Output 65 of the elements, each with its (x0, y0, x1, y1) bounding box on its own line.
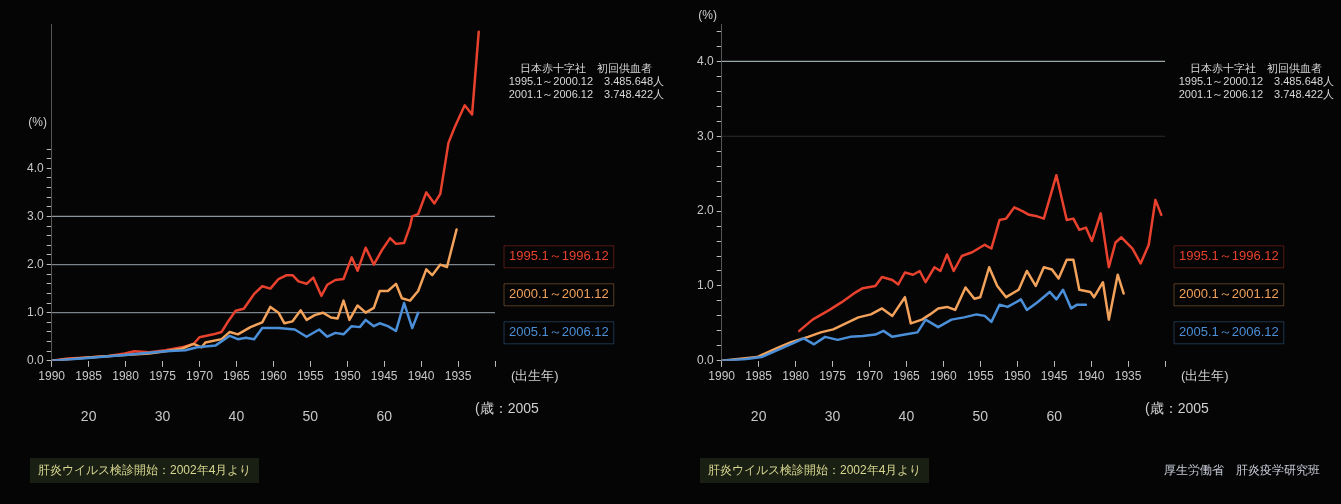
x2-tick-label: 50 (302, 408, 319, 425)
text: 2001.1～2006.12 3.748.422人 (1178, 88, 1334, 101)
text: 1995.1～2000.12 3.485.648人 (1178, 75, 1334, 88)
text: 2001.1～2006.12 3.748.422人 (508, 88, 664, 101)
text: 1995.1～1996.12 (509, 248, 609, 264)
text: 肝炎ウイルス検診開始：2002年4月より (700, 458, 930, 483)
x-tick-label: 1980 (112, 369, 140, 384)
x-tick-label: 1940 (407, 369, 435, 384)
x-tick-label: 1955 (296, 369, 324, 384)
y-tick-label: 3.0 (26, 208, 44, 223)
y-tick-label: 0.0 (696, 353, 714, 368)
x-tick-label: 1935 (1114, 369, 1142, 384)
x2-tick-label: 30 (824, 408, 841, 425)
x-tick-label: 1940 (1077, 369, 1105, 384)
x2-tick-label: 50 (972, 408, 989, 425)
text: 1995.1～1996.12 (1179, 248, 1279, 264)
y-tick-label: 1.0 (696, 278, 714, 293)
y-tick-label: 2.0 (696, 203, 714, 218)
x-tick-label: 1975 (149, 369, 177, 384)
x-tick-label: 1990 (38, 369, 66, 384)
text: 日本赤十字社 初回供血者 (1189, 62, 1324, 75)
x2-tick-label: 60 (1046, 408, 1063, 425)
y-tick-label: 1.0 (26, 305, 44, 319)
x2-axis-title: (歳：2005 (475, 400, 540, 417)
x-tick-label: 1965 (223, 369, 251, 384)
text: 2005.1～2006.12 (509, 324, 609, 340)
x-tick-label: 1970 (856, 369, 884, 384)
x2-tick-label: 20 (80, 408, 97, 425)
x-tick-label: 1945 (1040, 369, 1068, 384)
x-axis-title: (出生年) (1181, 368, 1229, 384)
x-tick-label: 1955 (966, 369, 994, 384)
y-axis-title: (%) (698, 7, 718, 22)
x-tick-label: 1945 (370, 369, 398, 384)
x-tick-label: 1960 (259, 369, 288, 384)
text: 日本赤十字社 初回供血者 (519, 62, 654, 75)
x2-axis-title: (歳：2005 (1145, 400, 1210, 417)
text: 2000.1～2001.12 (509, 286, 609, 302)
x-tick-label: 1960 (929, 369, 958, 384)
text: 2000.1～2001.12 (1179, 286, 1279, 302)
text: 2005.1～2006.12 (1179, 324, 1279, 340)
x-tick-label: 1935 (444, 369, 472, 384)
x2-tick-label: 30 (154, 408, 171, 425)
x-tick-label: 1965 (893, 369, 921, 384)
x-tick-label: 1980 (782, 369, 810, 384)
y-axis-title: (%) (28, 114, 48, 129)
x-tick-label: 1950 (1003, 369, 1031, 384)
x-tick-label: 1990 (708, 369, 736, 384)
x2-tick-label: 40 (228, 408, 245, 425)
x-tick-label: 1975 (819, 369, 847, 384)
text: 肝炎ウイルス検診開始：2002年4月より (30, 458, 260, 483)
y-tick-label: 3.0 (696, 128, 714, 143)
text: 厚生労働省 肝炎疫学研究班 (1164, 462, 1320, 479)
y-tick-label: 0.0 (26, 353, 44, 368)
x-tick-label: 1970 (186, 369, 214, 384)
y-tick-label: 4.0 (26, 160, 44, 175)
x2-tick-label: 20 (750, 408, 767, 425)
x2-tick-label: 40 (898, 408, 915, 425)
x-axis-title: (出生年) (511, 368, 559, 384)
y-tick-label: 2.0 (26, 256, 44, 271)
x-tick-label: 1985 (745, 369, 773, 384)
x-tick-label: 1985 (75, 369, 103, 384)
x2-tick-label: 60 (376, 408, 393, 425)
y-tick-label: 4.0 (696, 53, 714, 68)
text: 1995.1～2000.12 3.485.648人 (508, 75, 664, 88)
x-tick-label: 1950 (333, 369, 361, 384)
